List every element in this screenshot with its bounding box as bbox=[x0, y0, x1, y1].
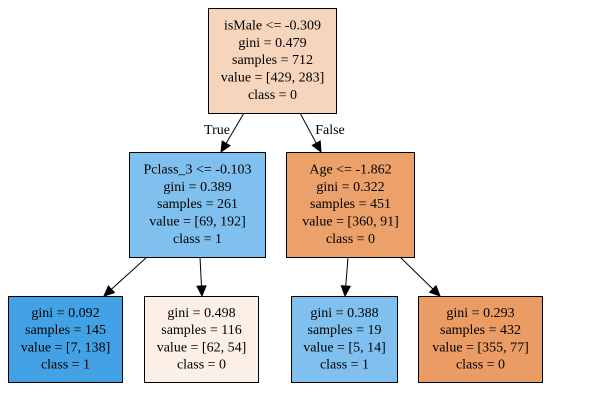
edge-line bbox=[345, 256, 349, 287]
edge-root-to-left: True bbox=[204, 112, 245, 154]
node-line: class = 1 bbox=[320, 358, 369, 373]
node-line: value = [5, 14] bbox=[303, 340, 386, 355]
node-line: gini = 0.322 bbox=[316, 180, 384, 195]
edge-line bbox=[199, 256, 202, 287]
node-line: gini = 0.293 bbox=[446, 306, 514, 321]
tree-node-right-left: gini = 0.388 samples = 19 value = [5, 14] c… bbox=[291, 296, 398, 383]
node-line: value = [7, 138] bbox=[21, 340, 111, 355]
node-line: gini = 0.389 bbox=[163, 180, 231, 195]
node-box bbox=[286, 152, 415, 258]
node-line: class = 0 bbox=[456, 358, 505, 373]
node-line: Pclass_3 <= -0.103 bbox=[144, 163, 252, 178]
tree-node-left: Pclass_3 <= -0.103 gini = 0.389 samples = … bbox=[129, 152, 266, 258]
node-line: samples = 116 bbox=[161, 323, 241, 338]
node-line: class = 0 bbox=[326, 232, 375, 247]
tree-node-right-right: gini = 0.293 samples = 432 value = [355, 7… bbox=[418, 296, 543, 383]
edge-line bbox=[399, 256, 434, 290]
arrowhead-icon bbox=[311, 140, 322, 154]
node-line: isMale <= -0.309 bbox=[224, 19, 321, 34]
node-box bbox=[144, 296, 259, 383]
arrowhead-icon bbox=[428, 284, 441, 297]
node-line: gini = 0.388 bbox=[310, 306, 378, 321]
node-line: gini = 0.092 bbox=[31, 306, 99, 321]
edge-left-to-left-right bbox=[196, 256, 207, 298]
node-line: samples = 261 bbox=[157, 197, 238, 212]
edge-line bbox=[299, 112, 317, 144]
node-line: class = 0 bbox=[248, 88, 297, 103]
edge-label-true: True bbox=[204, 123, 230, 138]
edge-left-to-left-left bbox=[103, 256, 148, 297]
node-line: class = 1 bbox=[173, 232, 222, 247]
node-line: Age <= -1.862 bbox=[309, 163, 391, 178]
tree-node-left-left: gini = 0.092 samples = 145 value = [7, 138… bbox=[8, 296, 123, 383]
node-line: class = 1 bbox=[41, 358, 90, 373]
edge-root-to-right: False bbox=[299, 112, 345, 154]
arrowhead-icon bbox=[103, 285, 116, 297]
node-line: value = [429, 283] bbox=[221, 71, 325, 86]
node-box bbox=[418, 296, 543, 383]
node-line: samples = 19 bbox=[308, 323, 382, 338]
node-line: samples = 451 bbox=[310, 197, 391, 212]
tree-node-left-right: gini = 0.498 samples = 116 value = [62, 54… bbox=[144, 296, 259, 383]
node-line: samples = 432 bbox=[440, 323, 521, 338]
node-box bbox=[208, 8, 337, 114]
node-box bbox=[129, 152, 266, 258]
node-line: class = 0 bbox=[177, 358, 226, 373]
node-box bbox=[8, 296, 123, 383]
node-box bbox=[291, 296, 398, 383]
node-line: samples = 712 bbox=[232, 53, 313, 68]
node-line: gini = 0.498 bbox=[167, 306, 235, 321]
node-line: samples = 145 bbox=[25, 323, 106, 338]
edge-line bbox=[111, 256, 148, 290]
edge-label-false: False bbox=[315, 123, 345, 138]
tree-node-right: Age <= -1.862 gini = 0.322 samples = 451 va… bbox=[286, 152, 415, 258]
node-line: gini = 0.479 bbox=[238, 36, 306, 51]
node-line: value = [355, 77] bbox=[432, 340, 529, 355]
arrowhead-icon bbox=[220, 140, 231, 154]
arrowhead-icon bbox=[196, 285, 207, 298]
edge-right-to-right-right bbox=[399, 256, 441, 297]
tree-node-root: isMale <= -0.309 gini = 0.479 samples = 71… bbox=[208, 8, 337, 114]
edge-right-to-right-left bbox=[340, 256, 352, 298]
node-line: value = [69, 192] bbox=[149, 215, 246, 230]
node-line: value = [62, 54] bbox=[157, 340, 247, 355]
arrowhead-icon bbox=[340, 285, 352, 298]
edge-line bbox=[225, 112, 245, 144]
node-line: value = [360, 91] bbox=[302, 215, 399, 230]
